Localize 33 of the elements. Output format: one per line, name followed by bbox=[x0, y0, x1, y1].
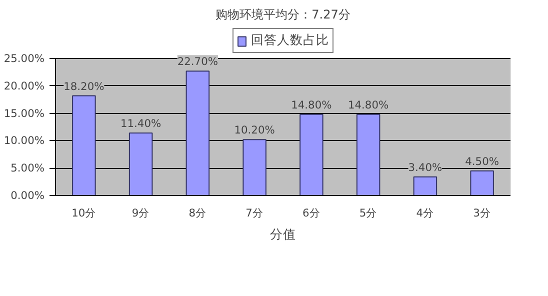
data-label: 10.20% bbox=[234, 124, 275, 137]
data-label: 4.50% bbox=[465, 154, 499, 168]
y-tick-label: 5.00% bbox=[10, 162, 45, 175]
x-tick-label: 3分 bbox=[473, 206, 491, 220]
data-label: 14.80% bbox=[291, 98, 332, 112]
x-tick-label: 4分 bbox=[416, 206, 434, 220]
bar bbox=[242, 139, 266, 196]
y-tick-label: 25.00% bbox=[4, 52, 45, 65]
y-tick-label: 20.00% bbox=[4, 79, 45, 92]
x-tick-label: 9分 bbox=[132, 206, 150, 220]
data-label: 18.20% bbox=[64, 80, 104, 93]
bar bbox=[470, 170, 494, 196]
bar bbox=[186, 70, 210, 196]
bar bbox=[356, 114, 380, 196]
bar bbox=[72, 95, 96, 196]
bar bbox=[128, 132, 153, 196]
x-tick-label: 8分 bbox=[188, 206, 207, 220]
x-tick-label: 5分 bbox=[359, 206, 378, 220]
x-tick-label: 7分 bbox=[246, 206, 264, 220]
y-tick-label: 0.00% bbox=[10, 189, 45, 202]
x-axis-title: 分值 bbox=[270, 226, 296, 242]
x-tick-label: 10分 bbox=[72, 206, 96, 220]
bar bbox=[413, 176, 438, 196]
chart-title: 购物环境平均分：7.27分 bbox=[216, 8, 350, 22]
x-tick-label: 6分 bbox=[302, 206, 320, 220]
legend-label: 回答人数占比 bbox=[251, 32, 329, 49]
data-label: 14.80% bbox=[348, 98, 389, 112]
data-label: 22.70% bbox=[177, 55, 218, 68]
y-tick-label: 15.00% bbox=[4, 106, 45, 120]
y-tick-label: 10.00% bbox=[4, 134, 45, 148]
bar bbox=[300, 114, 324, 196]
data-label: 11.40% bbox=[120, 117, 162, 130]
data-label: 3.40% bbox=[408, 160, 442, 174]
